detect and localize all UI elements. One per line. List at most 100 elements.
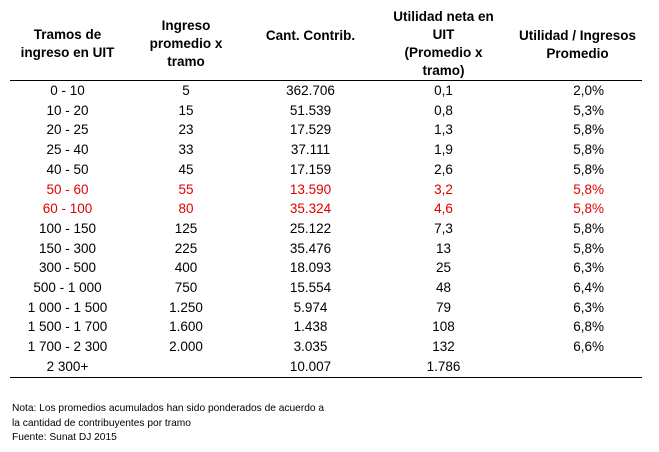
cell-tramo: 1 000 - 1 500	[27, 299, 108, 315]
cell-contrib: 13.590	[289, 181, 332, 197]
cell-tramo: 100 - 150	[38, 220, 97, 236]
cell-ingreso: 33	[178, 142, 194, 158]
table-row: 1 500 - 1 700 1.600 1.438 108 6,8%	[10, 317, 642, 337]
cell-contrib: 10.007	[247, 356, 374, 378]
cell-contrib: 17.529	[289, 122, 332, 138]
cell-tramo: 300 - 500	[38, 260, 97, 276]
cell-ingreso: 1.600	[169, 319, 203, 335]
header-line: Ingreso	[161, 18, 211, 33]
table-row-highlighted: 60 - 100 80 35.324 4,6 5,8%	[10, 199, 642, 219]
cell-utilidad: 1,3	[434, 122, 453, 138]
cell-tramo: 60 - 100	[42, 201, 93, 217]
cell-utilidad: 0,8	[434, 102, 453, 118]
cell-contrib: 1.438	[293, 319, 328, 335]
header-ingreso-promedio: Ingreso promedio x tramo	[125, 0, 247, 81]
cell-tramo: 150 - 300	[38, 240, 97, 256]
table-row-highlighted: 50 - 60 55 13.590 3,2 5,8%	[10, 180, 642, 200]
table-row: 20 - 25 23 17.529 1,3 5,8%	[10, 120, 642, 140]
table-row: 2 300+ 10.007 1.786	[10, 356, 642, 378]
cell-tramo: 1 500 - 1 700	[27, 319, 108, 335]
cell-ratio: 6,4%	[573, 280, 604, 296]
cell-utilidad: 1.786	[374, 356, 513, 378]
cell-ratio: 5,8%	[573, 122, 604, 138]
header-line: UIT	[432, 27, 455, 42]
header-line: tramo)	[422, 63, 465, 78]
cell-ratio: 6,3%	[573, 260, 604, 276]
cell-utilidad: 1,9	[434, 142, 453, 158]
table-notes: Nota: Los promedios acumulados han sido …	[12, 402, 324, 446]
cell-utilidad: 132	[432, 339, 455, 355]
cell-utilidad: 3,2	[434, 181, 453, 197]
cell-ratio: 5,8%	[573, 181, 604, 197]
cell-contrib: 362.706	[286, 83, 335, 98]
cell-ingreso: 80	[178, 201, 194, 217]
cell-contrib: 17.159	[289, 161, 332, 177]
header-line: promedio x	[149, 36, 223, 51]
table-row: 40 - 50 45 17.159 2,6 5,8%	[10, 160, 642, 180]
cell-ratio: 5,8%	[573, 161, 604, 177]
cell-utilidad: 2,6	[434, 161, 453, 177]
cell-contrib: 3.035	[293, 339, 328, 355]
cell-ingreso: 750	[174, 280, 198, 296]
cell-contrib: 35.324	[289, 201, 332, 217]
table-body: 0 - 10 5 362.706 0,1 2,0% 10 - 20 15 51.…	[10, 81, 642, 378]
cell-utilidad: 13	[435, 240, 452, 256]
header-line: tramo	[167, 54, 205, 69]
table-row: 500 - 1 000 750 15.554 48 6,4%	[10, 278, 642, 298]
cell-ingreso: 400	[174, 260, 198, 276]
header-line: Utilidad neta en	[393, 9, 494, 24]
cell-contrib: 18.093	[289, 260, 332, 276]
cell-ingreso: 225	[174, 240, 198, 256]
cell-tramo: 500 - 1 000	[33, 280, 102, 296]
cell-ratio: 5,8%	[573, 220, 604, 236]
cell-ratio: 6,8%	[573, 319, 604, 335]
header-line: Tramos de	[33, 27, 102, 42]
header-line: ingreso en UIT	[20, 45, 115, 60]
cell-utilidad: 48	[435, 280, 452, 296]
table-row: 25 - 40 33 37.111 1,9 5,8%	[10, 140, 642, 160]
cell-ingreso: 45	[178, 161, 194, 177]
table-row: 1 000 - 1 500 1.250 5.974 79 6,3%	[10, 298, 642, 318]
cell-ratio: 5,8%	[573, 142, 604, 158]
table-row: 150 - 300 225 35.476 13 5,8%	[10, 239, 642, 259]
cell-contrib: 5.974	[293, 299, 328, 315]
table-row: 1 700 - 2 300 2.000 3.035 132 6,6%	[10, 337, 642, 357]
cell-tramo: 10 - 20	[46, 102, 89, 118]
header-utilidad-neta: Utilidad neta en UIT (Promedio x tramo)	[374, 0, 513, 81]
cell-ingreso: 5	[182, 83, 190, 98]
table-row: 300 - 500 400 18.093 25 6,3%	[10, 258, 642, 278]
cell-contrib: 35.476	[289, 240, 332, 256]
cell-tramo: 0 - 10	[50, 83, 85, 98]
cell-tramo: 40 - 50	[46, 161, 89, 177]
cell-contrib: 25.122	[289, 220, 332, 236]
cell-tramo: 2 300+	[10, 356, 125, 378]
table-header: Tramos de ingreso en UIT Ingreso promedi…	[10, 0, 642, 81]
cell-ratio: 6,3%	[573, 299, 604, 315]
cell-utilidad: 0,1	[434, 83, 453, 98]
header-utilidad-ingresos: Utilidad / Ingresos Promedio	[513, 0, 642, 81]
cell-ingreso: 2.000	[169, 339, 203, 355]
cell-ratio: 5,3%	[573, 102, 604, 118]
header-tramos: Tramos de ingreso en UIT	[10, 0, 125, 81]
cell-ingreso	[125, 356, 247, 378]
cell-contrib: 51.539	[289, 102, 332, 118]
income-table: Tramos de ingreso en UIT Ingreso promedi…	[10, 0, 642, 378]
cell-tramo: 50 - 60	[46, 181, 89, 197]
cell-tramo: 20 - 25	[46, 122, 89, 138]
cell-tramo: 1 700 - 2 300	[27, 339, 108, 355]
table-row: 100 - 150 125 25.122 7,3 5,8%	[10, 219, 642, 239]
cell-utilidad: 79	[435, 299, 452, 315]
cell-ratio: 2,0%	[573, 83, 604, 98]
cell-utilidad: 4,6	[434, 201, 453, 217]
cell-contrib: 15.554	[289, 280, 332, 296]
cell-utilidad: 7,3	[434, 220, 453, 236]
note-line: Nota: Los promedios acumulados han sido …	[12, 403, 325, 414]
income-table-container: Tramos de ingreso en UIT Ingreso promedi…	[10, 0, 642, 378]
header-line: Promedio	[546, 46, 609, 61]
cell-ingreso: 23	[178, 122, 194, 138]
cell-utilidad: 25	[435, 260, 452, 276]
cell-utilidad: 108	[432, 319, 455, 335]
cell-tramo: 25 - 40	[46, 142, 89, 158]
source-line: Fuente: Sunat DJ 2015	[12, 432, 117, 443]
table-row: 0 - 10 5 362.706 0,1 2,0%	[10, 81, 642, 101]
